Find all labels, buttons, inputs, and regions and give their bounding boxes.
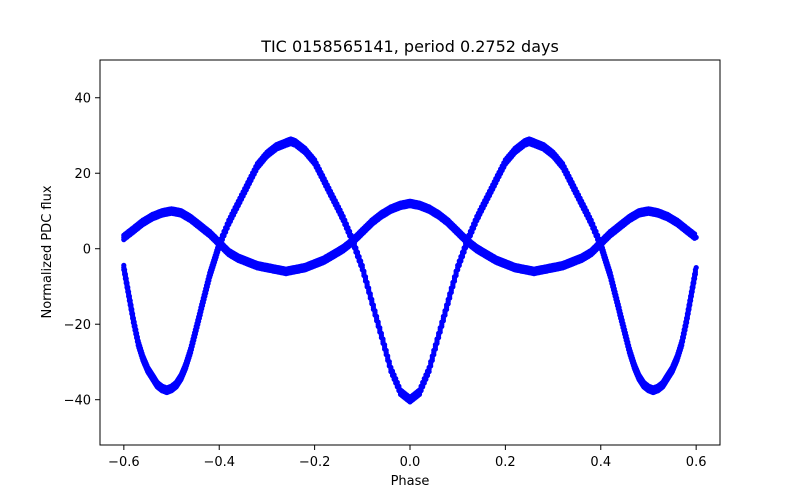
data-point — [450, 284, 456, 290]
y-tick-label: −20 — [64, 318, 91, 333]
x-tick-label: 0.4 — [590, 455, 611, 470]
data-point — [431, 352, 437, 358]
x-axis: −0.6 −0.4 −0.2 0.0 0.2 0.4 0.6 — [108, 445, 706, 470]
data-point — [436, 335, 442, 341]
x-tick-label: −0.4 — [203, 455, 235, 470]
data-point — [456, 262, 462, 268]
data-point — [428, 363, 434, 369]
x-axis-label: Phase — [391, 474, 430, 489]
data-point — [455, 267, 461, 273]
x-tick-label: 0.6 — [686, 455, 707, 470]
data-point — [434, 340, 440, 346]
data-point — [448, 289, 454, 295]
data-point — [691, 280, 697, 286]
y-axis: −40 −20 0 20 40 — [64, 92, 100, 409]
data-points — [121, 136, 699, 405]
data-point — [693, 234, 699, 240]
data-point — [684, 315, 691, 321]
y-tick-label: 40 — [74, 92, 91, 107]
data-point — [684, 320, 690, 326]
y-tick-label: −40 — [64, 394, 91, 409]
data-point — [439, 323, 445, 329]
data-point — [692, 271, 699, 277]
data-point — [688, 293, 695, 299]
data-point — [687, 302, 693, 308]
data-point — [437, 329, 443, 335]
data-point — [445, 301, 451, 307]
data-point — [447, 295, 453, 301]
data-point — [461, 249, 467, 255]
data-point — [688, 298, 694, 304]
data-point — [689, 289, 695, 295]
data-point — [429, 357, 435, 363]
data-point — [440, 318, 446, 324]
x-tick-label: 0.0 — [400, 455, 421, 470]
y-tick-label: 0 — [83, 243, 91, 258]
data-point — [453, 272, 459, 279]
data-point — [685, 311, 691, 317]
y-axis-label: Normalized PDC flux — [40, 185, 55, 318]
data-point — [458, 258, 464, 264]
chart-title: TIC 0158565141, period 0.2752 days — [260, 37, 559, 56]
y-tick-label: 20 — [74, 167, 91, 182]
x-tick-label: −0.6 — [108, 455, 140, 470]
data-point — [463, 245, 469, 251]
data-point — [426, 369, 432, 375]
data-point — [442, 312, 448, 318]
data-point — [451, 278, 458, 284]
data-point — [686, 306, 692, 312]
data-point — [693, 265, 699, 271]
data-point — [692, 276, 698, 282]
data-point — [444, 306, 450, 312]
data-point — [459, 254, 466, 260]
x-tick-label: −0.2 — [299, 455, 331, 470]
data-point — [690, 284, 696, 290]
x-tick-label: 0.2 — [495, 455, 516, 470]
data-point — [432, 346, 438, 352]
